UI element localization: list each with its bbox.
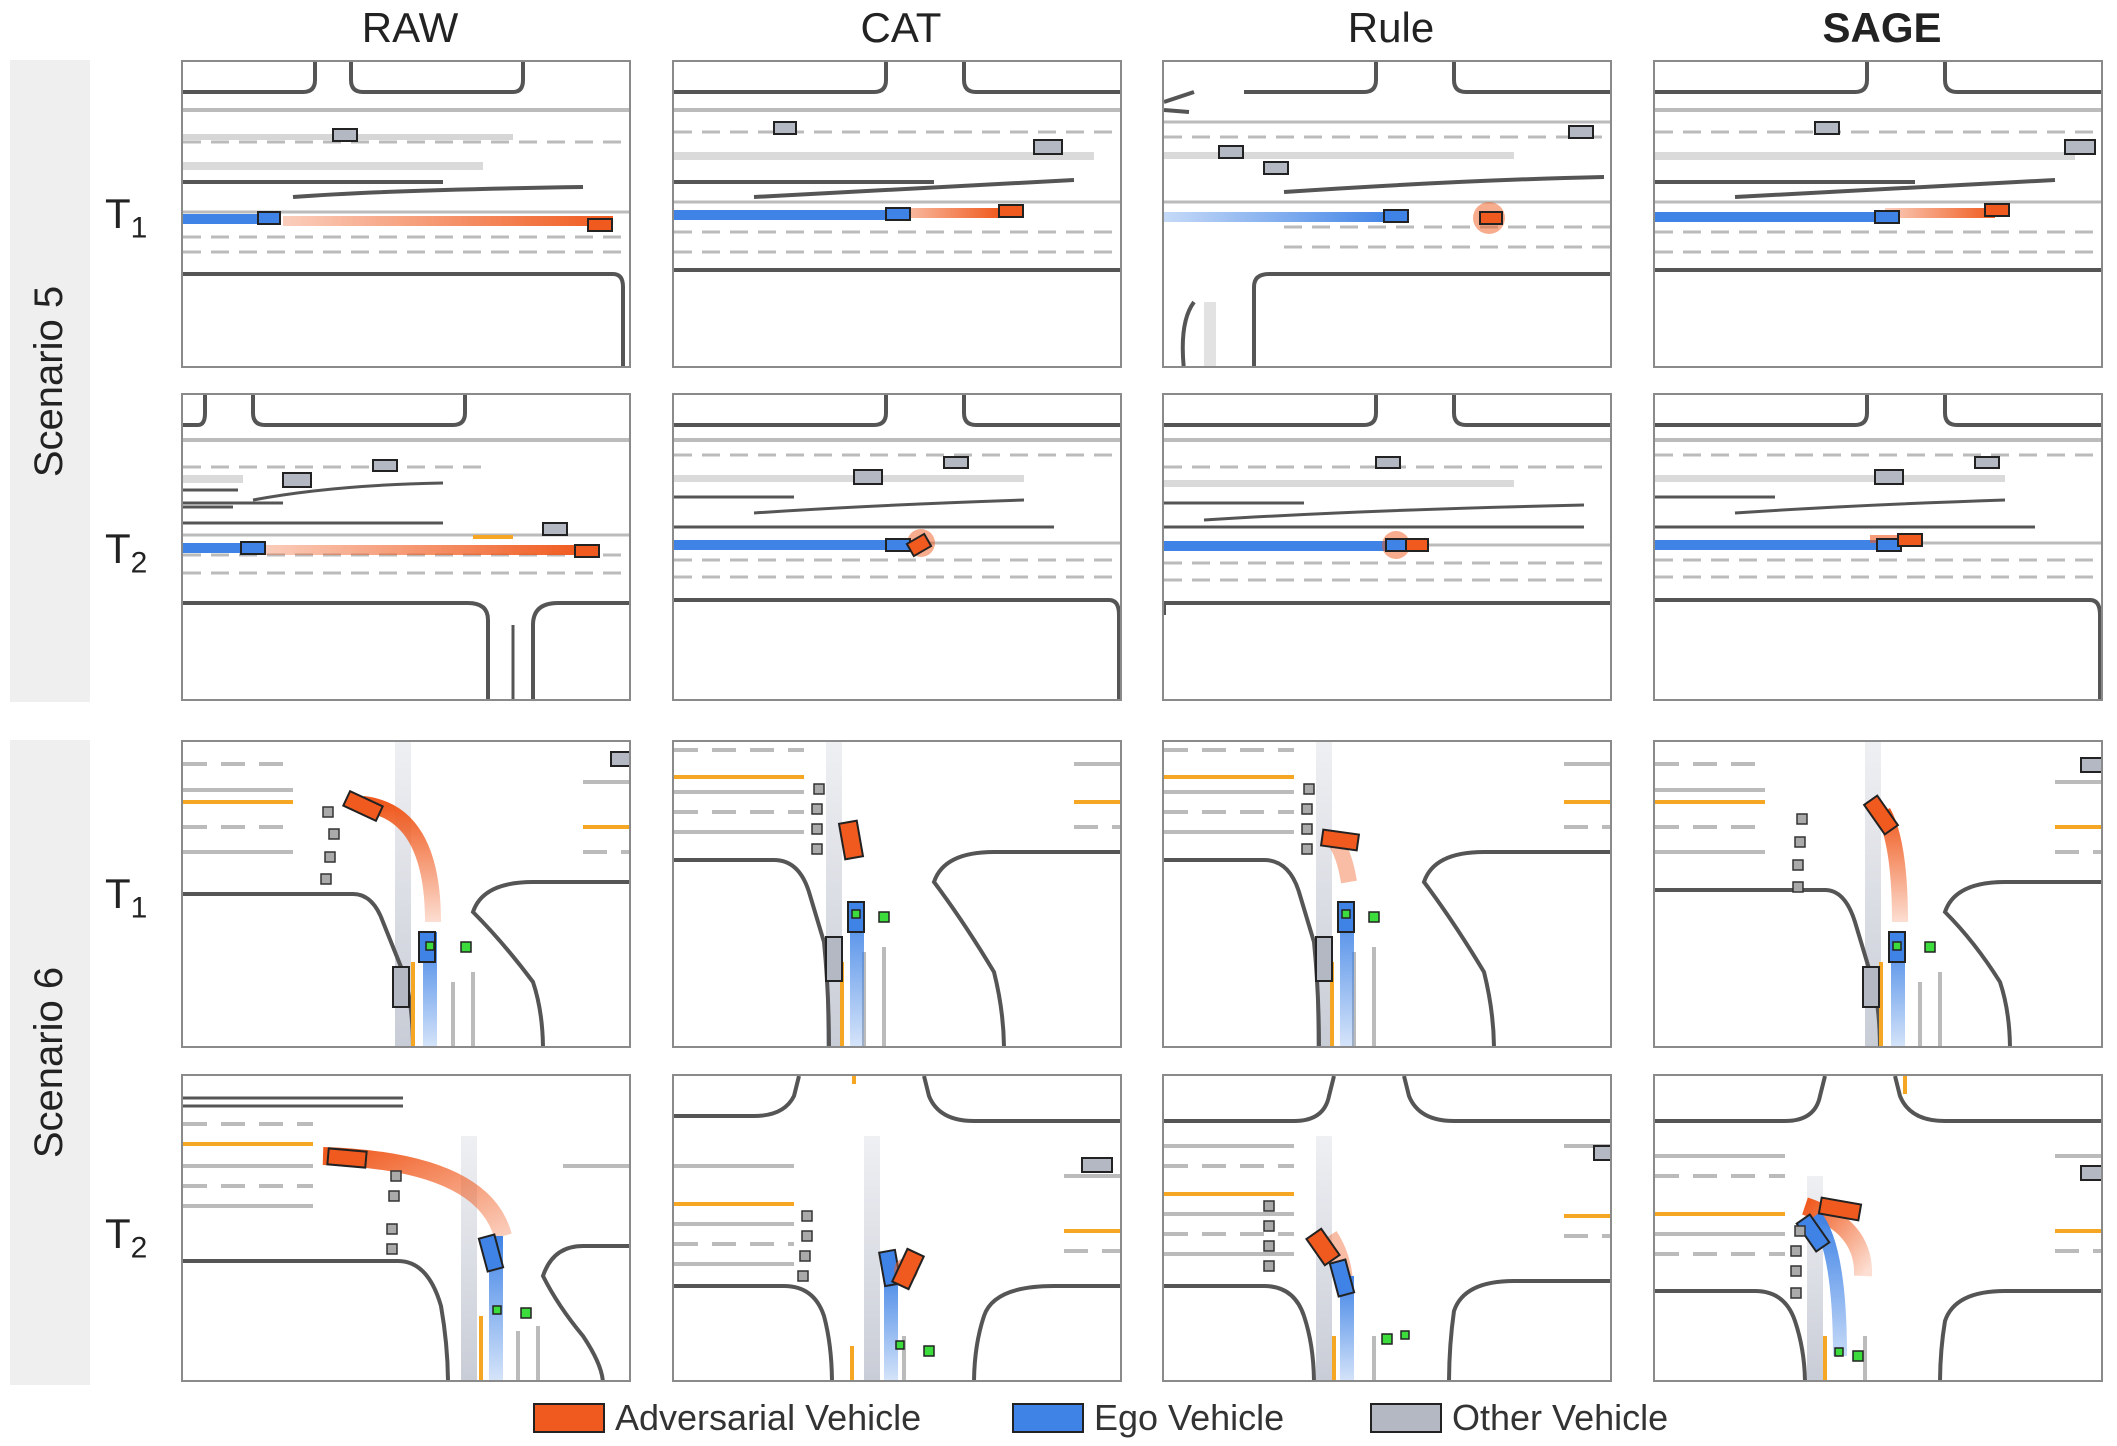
scenario-6-band [10, 740, 90, 1385]
legend-label: Ego Vehicle [1094, 1397, 1285, 1438]
panel-s5-t2-raw [181, 393, 631, 701]
panel-s6-t2-rule [1162, 1074, 1612, 1382]
other-vehicle-swatch [1370, 1403, 1442, 1433]
panel-s6-t1-raw [181, 740, 631, 1048]
legend-adversarial: Adversarial Vehicle [533, 1394, 921, 1442]
panel-s5-t1-rule [1162, 60, 1612, 368]
column-header-raw: RAW [361, 4, 459, 51]
column-header-rule: Rule [1347, 4, 1435, 51]
panel-s5-t1-cat [672, 60, 1122, 368]
panel-s6-t1-cat [672, 740, 1122, 1048]
legend-ego: Ego Vehicle [1012, 1394, 1284, 1442]
row-label-s5-t2: T2 [105, 525, 148, 580]
row-label-s6-t2: T2 [105, 1210, 148, 1265]
panel-s5-t1-sage [1653, 60, 2103, 368]
panel-s5-t2-sage [1653, 393, 2103, 701]
ego-vehicle-swatch [1012, 1403, 1084, 1433]
row-label-s5-t1: T1 [105, 190, 148, 245]
panel-s5-t1-raw [181, 60, 631, 368]
column-header-cat: CAT [860, 4, 942, 51]
legend-label: Other Vehicle [1452, 1397, 1669, 1438]
panel-s5-t2-cat [672, 393, 1122, 701]
panel-s5-t2-rule [1162, 393, 1612, 701]
panel-s6-t1-sage [1653, 740, 2103, 1048]
panel-s6-t1-rule [1162, 740, 1612, 1048]
panel-s6-t2-raw [181, 1074, 631, 1382]
legend-other: Other Vehicle [1370, 1394, 1668, 1442]
legend-label: Adversarial Vehicle [615, 1397, 922, 1438]
panel-s6-t2-cat [672, 1074, 1122, 1382]
panel-s6-t2-sage [1653, 1074, 2103, 1382]
adversarial-vehicle-swatch [533, 1403, 605, 1433]
scenario-6-label: Scenario 6 [27, 966, 72, 1159]
column-header-sage: SAGE [1822, 4, 1942, 51]
scenario-5-band [10, 60, 90, 702]
scenario-5-label: Scenario 5 [27, 285, 72, 477]
row-label-s6-t1: T1 [105, 870, 148, 925]
